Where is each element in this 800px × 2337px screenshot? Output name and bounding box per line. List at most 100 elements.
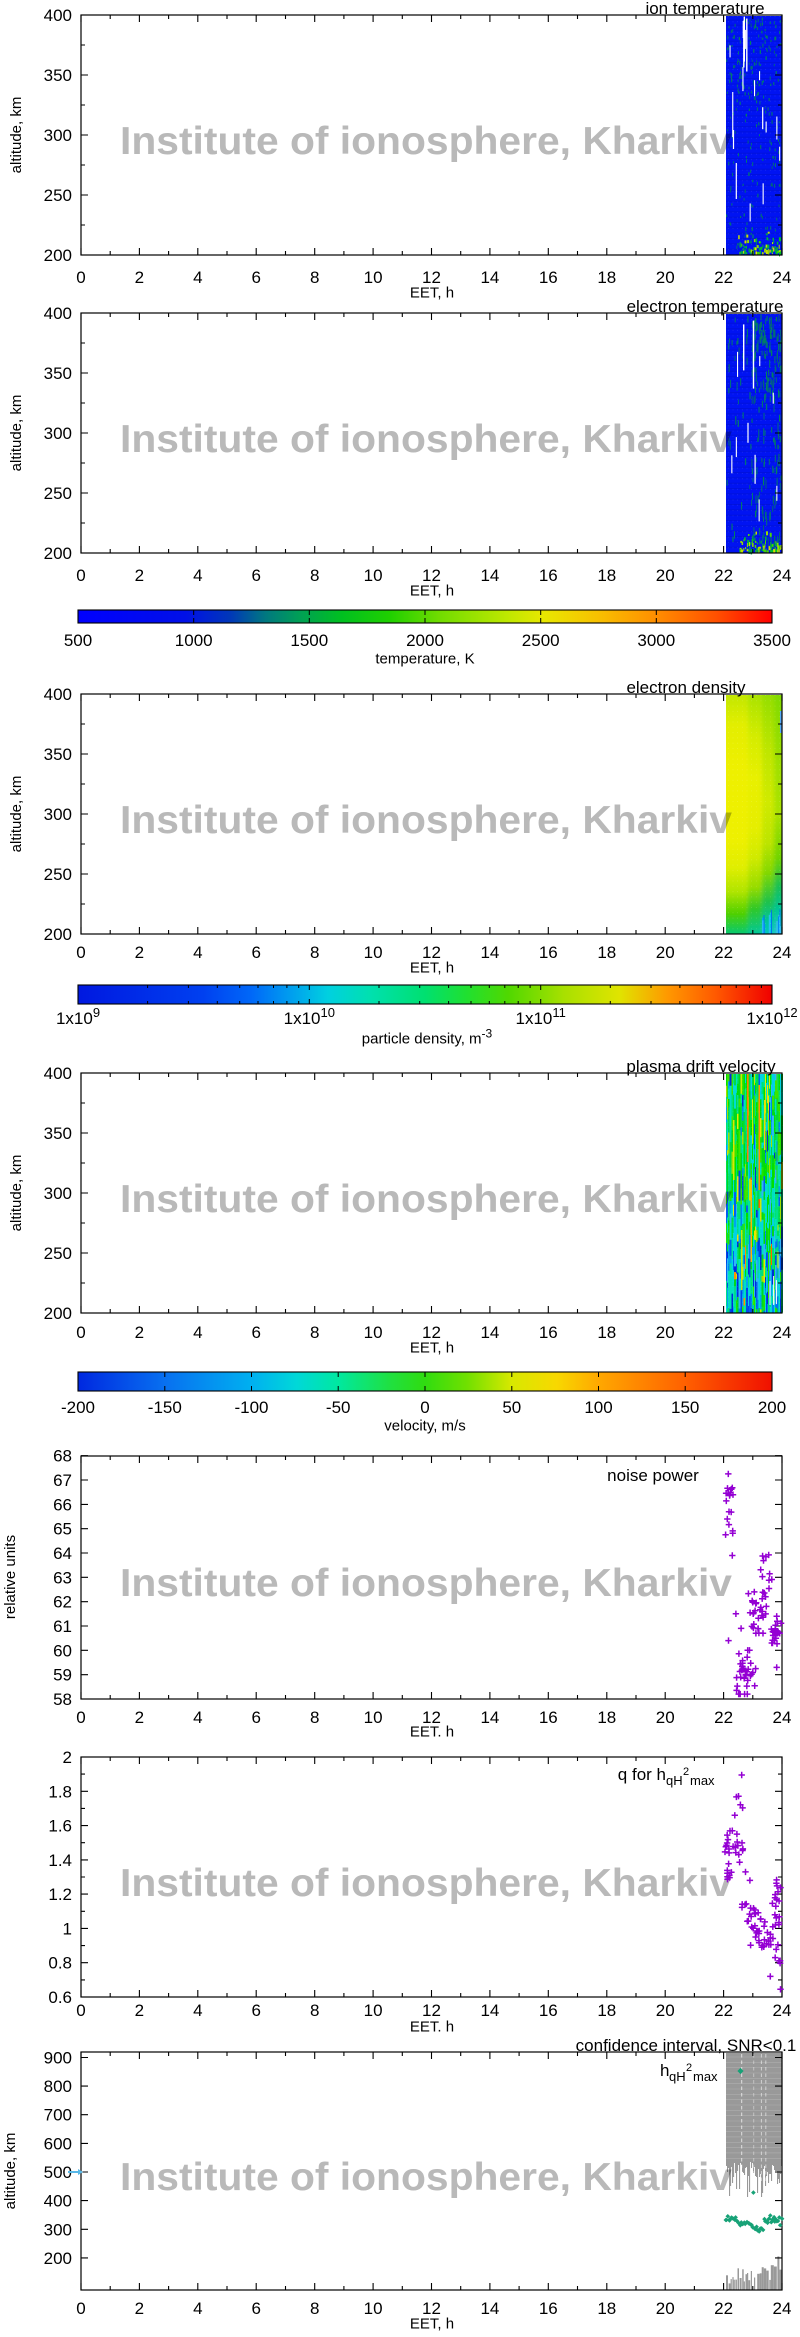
svg-text:700: 700	[44, 2106, 72, 2125]
svg-text:EET, h: EET, h	[410, 960, 454, 977]
svg-text:300: 300	[44, 126, 72, 145]
svg-text:14: 14	[480, 566, 499, 585]
svg-text:Institute of ionosphere, Khark: Institute of ionosphere, Kharkiv	[120, 120, 732, 163]
svg-text:20: 20	[656, 268, 675, 287]
svg-text:20: 20	[656, 943, 675, 962]
svg-text:altitude, km: altitude, km	[8, 776, 25, 853]
svg-text:altitude, km: altitude, km	[8, 97, 25, 174]
svg-text:22: 22	[714, 2001, 733, 2020]
svg-text:58: 58	[53, 1690, 72, 1709]
svg-text:h: h	[660, 2061, 669, 2080]
svg-text:6: 6	[251, 268, 260, 287]
svg-text:0: 0	[76, 2299, 85, 2318]
svg-text:1500: 1500	[290, 631, 328, 650]
svg-text:20: 20	[656, 2299, 675, 2318]
svg-text:2: 2	[135, 1323, 144, 1342]
svg-text:Institute of ionosphere, Khark: Institute of ionosphere, Kharkiv	[120, 1862, 732, 1905]
svg-text:400: 400	[44, 6, 72, 25]
svg-text:800: 800	[44, 2077, 72, 2096]
svg-text:0: 0	[76, 1708, 85, 1727]
svg-text:300: 300	[44, 2220, 72, 2239]
svg-text:6: 6	[251, 566, 260, 585]
svg-text:16: 16	[539, 566, 558, 585]
svg-text:ion temperature: ion temperature	[645, 0, 764, 18]
svg-text:350: 350	[44, 1124, 72, 1143]
svg-text:18: 18	[597, 2299, 616, 2318]
svg-text:4: 4	[193, 1323, 202, 1342]
svg-text:-150: -150	[148, 1398, 182, 1417]
svg-text:-50: -50	[326, 1398, 351, 1417]
svg-text:18: 18	[597, 943, 616, 962]
svg-text:2: 2	[135, 943, 144, 962]
svg-text:0: 0	[76, 566, 85, 585]
svg-text:1x109: 1x109	[56, 1005, 100, 1028]
svg-text:18: 18	[597, 566, 616, 585]
svg-text:particle density, m-3: particle density, m-3	[362, 1027, 493, 1048]
svg-text:Institute of ionosphere, Khark: Institute of ionosphere, Kharkiv	[120, 1562, 732, 1605]
svg-text:14: 14	[480, 268, 499, 287]
svg-text:200: 200	[44, 544, 72, 563]
svg-text:60: 60	[53, 1641, 72, 1660]
svg-text:400: 400	[44, 1064, 72, 1083]
svg-text:EET, h: EET, h	[410, 583, 454, 600]
svg-text:66: 66	[53, 1495, 72, 1514]
svg-text:200: 200	[758, 1398, 786, 1417]
svg-text:-100: -100	[234, 1398, 268, 1417]
svg-text:500: 500	[44, 2163, 72, 2182]
svg-text:1.2: 1.2	[48, 1885, 72, 1904]
svg-text:10: 10	[364, 566, 383, 585]
svg-text:300: 300	[44, 1184, 72, 1203]
svg-text:altitude, km: altitude, km	[8, 1155, 25, 1232]
svg-text:max: max	[693, 2069, 718, 2084]
svg-text:EET, h: EET, h	[410, 2316, 454, 2333]
svg-text:2: 2	[683, 1766, 689, 1778]
svg-text:qH: qH	[669, 2069, 686, 2084]
svg-text:10: 10	[364, 2299, 383, 2318]
svg-text:2: 2	[135, 2299, 144, 2318]
svg-text:noise power: noise power	[607, 1466, 699, 1485]
svg-text:1x1010: 1x1010	[284, 1005, 335, 1028]
svg-text:20: 20	[656, 1323, 675, 1342]
svg-text:14: 14	[480, 943, 499, 962]
svg-text:relative units: relative units	[2, 1535, 19, 1619]
svg-text:24: 24	[773, 943, 792, 962]
svg-text:-200: -200	[61, 1398, 95, 1417]
svg-text:14: 14	[480, 1708, 499, 1727]
svg-text:400: 400	[44, 2192, 72, 2211]
svg-text:2: 2	[135, 566, 144, 585]
svg-text:8: 8	[310, 566, 319, 585]
svg-text:2: 2	[686, 2062, 692, 2074]
svg-text:electron temperature: electron temperature	[627, 297, 784, 316]
svg-text:6: 6	[251, 1323, 260, 1342]
svg-text:EET. h: EET. h	[410, 1724, 454, 1741]
svg-text:63: 63	[53, 1568, 72, 1587]
svg-text:Institute of ionosphere, Khark: Institute of ionosphere, Kharkiv	[120, 2156, 732, 2199]
svg-text:200: 200	[44, 246, 72, 265]
svg-text:max: max	[690, 1773, 715, 1788]
svg-text:62: 62	[53, 1593, 72, 1612]
svg-text:250: 250	[44, 186, 72, 205]
svg-text:24: 24	[773, 1323, 792, 1342]
svg-text:200: 200	[44, 925, 72, 944]
svg-text:1000: 1000	[175, 631, 213, 650]
svg-text:100: 100	[584, 1398, 612, 1417]
svg-text:16: 16	[539, 943, 558, 962]
svg-text:0: 0	[76, 268, 85, 287]
svg-text:qH: qH	[666, 1773, 683, 1788]
svg-text:1x1012: 1x1012	[746, 1005, 797, 1028]
svg-text:4: 4	[193, 268, 202, 287]
svg-text:24: 24	[773, 268, 792, 287]
svg-text:4: 4	[193, 1708, 202, 1727]
svg-text:250: 250	[44, 865, 72, 884]
svg-text:24: 24	[773, 1708, 792, 1727]
svg-text:2: 2	[63, 1748, 72, 1767]
svg-text:q for h: q for h	[618, 1765, 666, 1784]
svg-text:64: 64	[53, 1544, 72, 1563]
svg-text:0: 0	[76, 1323, 85, 1342]
svg-text:0: 0	[76, 2001, 85, 2020]
svg-text:18: 18	[597, 268, 616, 287]
svg-text:14: 14	[480, 2299, 499, 2318]
svg-text:250: 250	[44, 484, 72, 503]
svg-text:67: 67	[53, 1471, 72, 1490]
svg-text:electron density: electron density	[626, 678, 746, 697]
